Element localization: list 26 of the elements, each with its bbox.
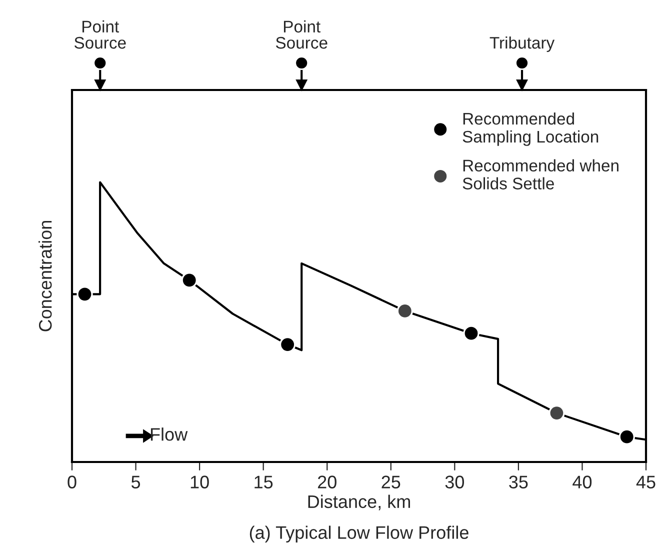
x-tick-label: 40 — [572, 476, 592, 488]
x-tick-label: 5 — [131, 476, 140, 488]
text: Point Source — [74, 20, 126, 49]
x-axis-title: Distance, km — [308, 494, 410, 510]
point — [279, 336, 296, 353]
x-tick-label: 20 — [318, 476, 336, 488]
text: (a) Typical Low Flow Profile — [250, 526, 468, 543]
point — [618, 428, 635, 445]
x-tick-label: 10 — [190, 476, 209, 488]
x-tick-label: 45 — [636, 476, 656, 488]
annotation: Flow — [150, 428, 188, 441]
legend-label: Recommended Sampling Location — [462, 112, 598, 146]
point — [76, 286, 93, 302]
x-tick-label: 35 — [509, 476, 528, 488]
y-axis-title: Concentration — [38, 220, 52, 332]
text: Point Source — [276, 20, 328, 49]
point — [463, 325, 480, 342]
point — [396, 302, 414, 320]
point — [181, 272, 198, 288]
text: Tributary — [490, 36, 555, 52]
point — [548, 404, 565, 422]
x-tick-label: 30 — [445, 476, 464, 488]
x-tick-label: 25 — [382, 476, 400, 488]
legend-label: Recommended when Solids Settle — [462, 159, 618, 190]
x-tick-label: 15 — [254, 476, 273, 488]
x-tick-label: 0 — [68, 476, 76, 488]
